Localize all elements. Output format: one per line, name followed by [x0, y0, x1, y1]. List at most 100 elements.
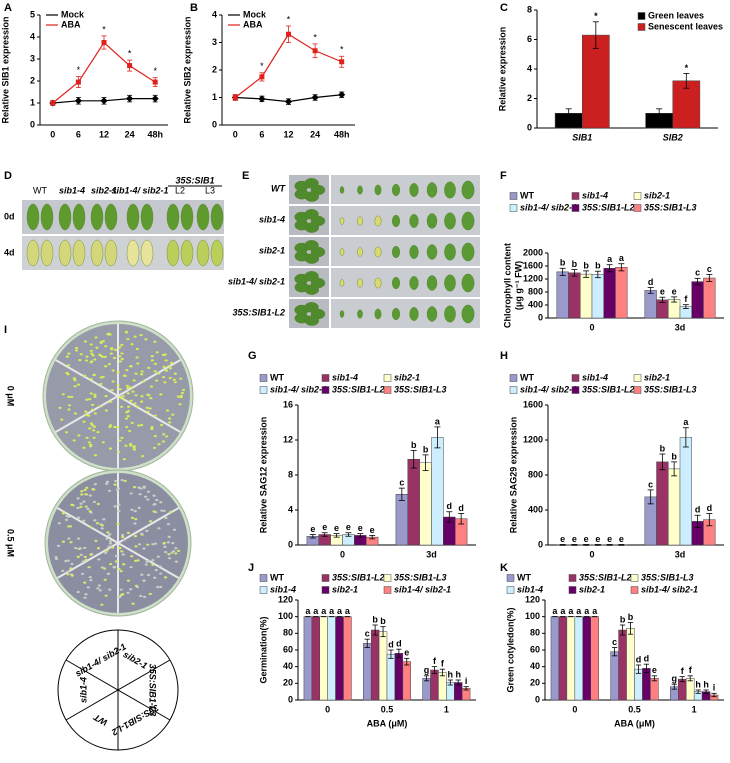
seedling: [65, 371, 69, 375]
column-label: L3: [205, 185, 215, 195]
seedling: [88, 494, 92, 497]
seedling: [129, 492, 133, 495]
seedling: [87, 414, 91, 417]
seedling: [151, 563, 155, 566]
error-bar: [364, 638, 370, 648]
photo: [331, 299, 480, 328]
seedling: [87, 441, 91, 444]
error-bar: [410, 450, 417, 469]
x-tick-label: 0.5: [381, 704, 394, 714]
bar: [558, 616, 568, 701]
seedling: [101, 375, 105, 378]
seedling: [94, 336, 98, 339]
seedling: [163, 545, 167, 548]
seedling: [164, 359, 168, 362]
legend-label: ABA: [61, 19, 81, 29]
seedling: [89, 361, 93, 364]
seedling: [155, 498, 159, 502]
seedling: [93, 519, 97, 522]
seedling: [150, 427, 154, 431]
bar: [556, 271, 569, 319]
row-label: sib1-4: [259, 214, 285, 224]
seedling: [69, 567, 73, 570]
bar: [582, 616, 591, 701]
legend-swatch: [383, 574, 392, 582]
significance: e: [346, 522, 351, 532]
seedling: [100, 566, 104, 569]
seedling: [131, 602, 135, 605]
seedling: [167, 365, 171, 368]
seedling: [122, 458, 126, 461]
seedling: [70, 574, 74, 577]
seedling: [64, 431, 69, 434]
seedling: [146, 573, 151, 577]
seedling: [153, 362, 158, 365]
panel-label: F: [500, 170, 507, 182]
significance: e: [572, 534, 577, 544]
significance: a: [313, 606, 319, 616]
y-tick-label: 4: [527, 63, 532, 73]
legend-label: sib1-4: [270, 584, 296, 594]
seedling: [171, 541, 175, 545]
leaf: [126, 239, 140, 267]
y-tick-label: 1600: [523, 399, 543, 409]
seedling: [124, 330, 128, 333]
seedling: [141, 455, 145, 458]
seedling: [66, 570, 70, 573]
error-bar: [388, 649, 394, 659]
y-tick-label: 120: [525, 594, 540, 604]
y-tick-label: 8: [527, 4, 532, 14]
seedling: [128, 365, 133, 368]
column-label: sib2-1: [91, 185, 117, 195]
x-tick-label: 12: [99, 129, 109, 139]
seedling: [92, 500, 97, 504]
error-bar: [592, 21, 599, 49]
error-bar: [434, 426, 441, 449]
seedling: [120, 550, 124, 553]
seedling: [162, 509, 166, 512]
seedling: [159, 572, 163, 575]
seedling: [136, 559, 140, 562]
seedling: [106, 534, 111, 538]
y-tick-label: 1200: [523, 434, 543, 444]
leaf: [339, 217, 345, 225]
seedling: [125, 411, 129, 414]
significance: a: [329, 606, 335, 616]
marker: [151, 95, 159, 103]
seedling: [124, 444, 128, 447]
seedling: [108, 542, 113, 545]
seedling: [93, 393, 97, 396]
bar: [568, 272, 581, 319]
seedling: [89, 445, 93, 448]
plate-divider: [55, 359, 181, 433]
error-bar: [671, 296, 678, 303]
seedling: [134, 545, 138, 548]
bar: [335, 616, 344, 701]
leaf: [180, 239, 194, 267]
leaf: [374, 308, 382, 320]
panel-label: D: [4, 170, 12, 182]
seedling: [100, 524, 104, 527]
x-tick-label: 0: [325, 704, 330, 714]
seedling: [117, 509, 121, 513]
seedling: [114, 479, 118, 483]
seedling: [142, 547, 146, 550]
marker: [50, 100, 56, 106]
seedling: [111, 369, 115, 372]
seedling: [56, 544, 61, 547]
seedling: [74, 349, 79, 352]
leaf: [180, 203, 194, 231]
seedling: [169, 510, 173, 513]
seedling: [108, 588, 112, 591]
significance: h: [695, 679, 701, 689]
legend-label: 35S:SIB1-L2: [582, 202, 635, 212]
leaf: [461, 180, 475, 200]
legend-label: sib1-4/ sib2-1: [520, 202, 577, 212]
bar: [370, 629, 380, 701]
error-bar: [656, 108, 663, 119]
significance: d: [648, 277, 654, 287]
leaf: [444, 243, 456, 261]
leaf: [304, 302, 319, 313]
seedling: [104, 594, 108, 597]
leaf: [409, 183, 419, 197]
